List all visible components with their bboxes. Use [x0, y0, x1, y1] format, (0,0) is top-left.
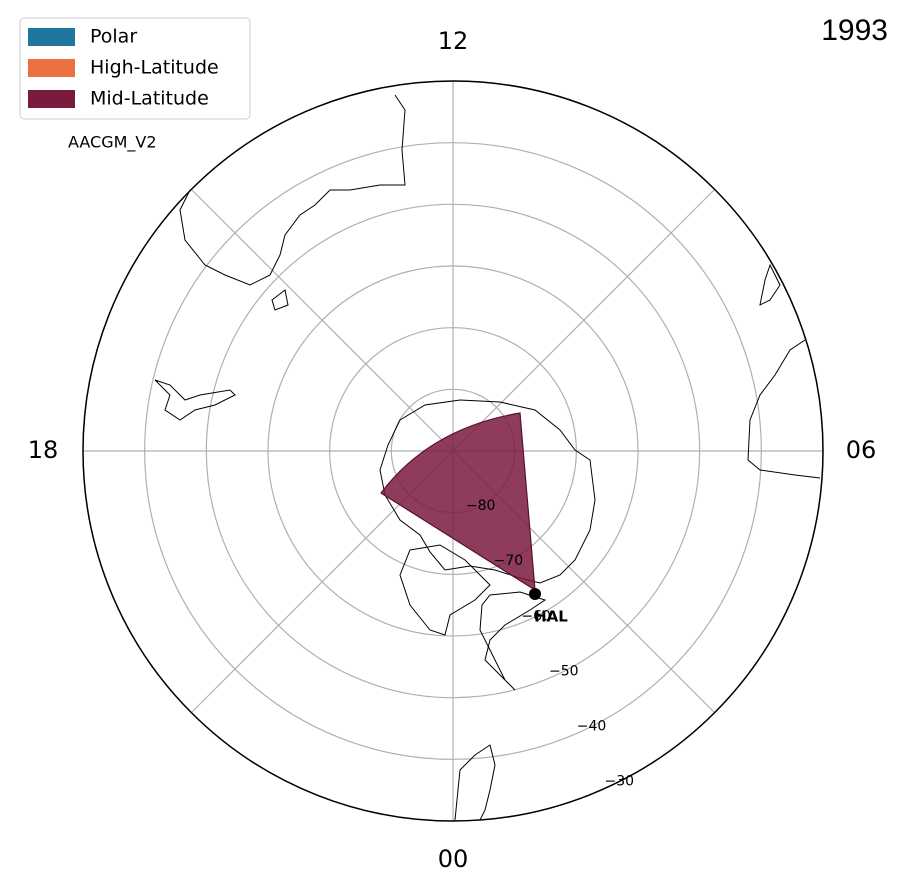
- new-zealand: [154, 379, 236, 421]
- field-of-view: [380, 412, 536, 592]
- south-america-tip: [479, 591, 547, 691]
- mlt-label: 00: [438, 845, 469, 873]
- latitude-label: −40: [577, 718, 607, 734]
- latitude-label: −80: [466, 498, 496, 514]
- latitude-label: −50: [549, 663, 579, 679]
- year-title: 1993: [821, 14, 888, 47]
- latitude-label: −60: [521, 608, 551, 624]
- station-marker: [529, 588, 541, 600]
- mlt-label: 06: [846, 436, 877, 464]
- mlt-label: 12: [438, 27, 469, 55]
- australia: [179, 94, 406, 286]
- legend-label: High-Latitude: [90, 57, 219, 79]
- station-label: HAL: [534, 608, 568, 626]
- tasmania: [271, 289, 289, 311]
- legend-box: [19, 17, 251, 120]
- legend-label: Polar: [90, 26, 137, 48]
- legend-swatch: [28, 59, 75, 77]
- africa: [747, 339, 821, 479]
- antarctica: [379, 399, 596, 584]
- south-america-north: [454, 744, 496, 821]
- mlt-label: 18: [28, 436, 59, 464]
- outer-boundary: [82, 80, 824, 822]
- latitude-ring: [144, 142, 762, 760]
- latitude-ring: [267, 265, 639, 637]
- legend-swatch: [28, 90, 75, 108]
- latitude-label: −70: [494, 553, 524, 569]
- coastlines: [154, 94, 821, 821]
- legend: Polar High-Latitude Mid-Latitude: [19, 17, 251, 120]
- legend-label: Mid-Latitude: [90, 88, 209, 110]
- coordinate-label: AACGM_V2: [68, 133, 157, 153]
- peninsula: [399, 544, 491, 636]
- latitude-ring: [205, 203, 701, 699]
- legend-swatch: [28, 28, 75, 46]
- madagascar: [759, 263, 781, 306]
